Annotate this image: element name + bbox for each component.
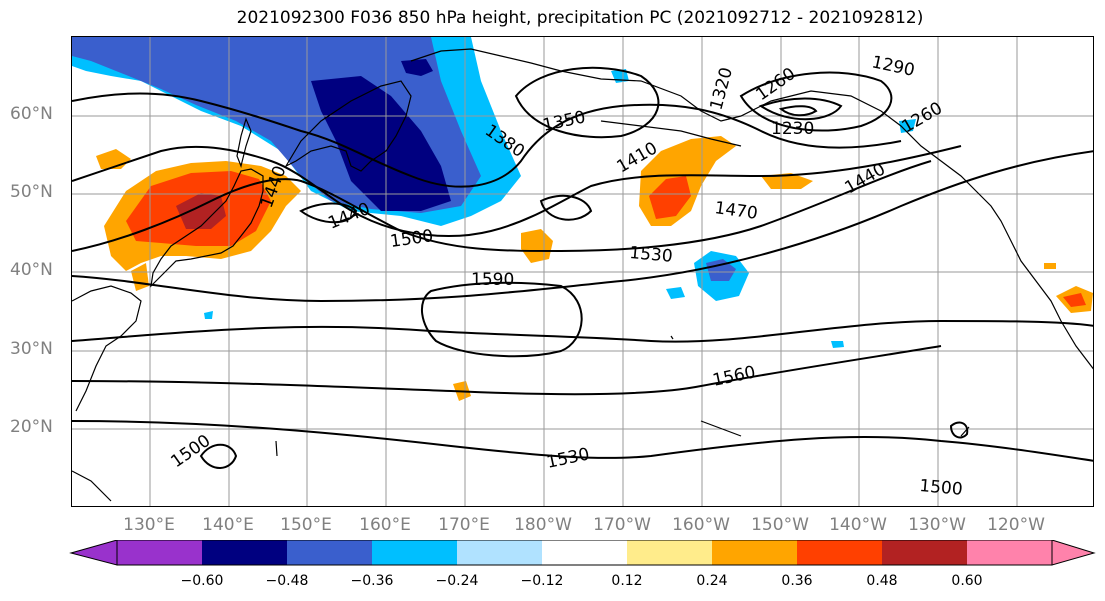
contour-label: 1530	[629, 243, 674, 267]
contour-label: 1590	[471, 270, 514, 290]
positive-precip-shading	[96, 136, 1093, 401]
contour-label: 1260	[899, 98, 946, 137]
contour-label: 1290	[870, 52, 916, 81]
lat-label-20n: 20°N	[10, 417, 53, 437]
contour-label: 1500	[167, 431, 214, 472]
contour-label: 1470	[713, 198, 759, 224]
lon-label-140w: 140°W	[829, 515, 887, 535]
map-title: 2021092300 F036 850 hPa height, precipit…	[236, 8, 924, 28]
contour-label: 1500	[919, 476, 964, 500]
map-canvas: 1590 1560 1530 1530 1500 1500 1500 1470 …	[72, 37, 1093, 506]
contour-label: 1440	[842, 159, 889, 198]
coastlines	[72, 48, 1093, 502]
colorbar-segment	[967, 540, 1052, 565]
lon-label-120w: 120°W	[987, 515, 1045, 535]
colorbar-tick: −0.60	[180, 573, 224, 589]
contour-label: 1350	[541, 107, 587, 136]
lon-label-130w: 130°W	[908, 515, 966, 535]
lon-label-170e: 170°E	[438, 515, 490, 535]
colorbar-tick: 0.60	[951, 573, 983, 589]
lon-label-170w: 170°W	[593, 515, 651, 535]
lat-label-40n: 40°N	[10, 260, 53, 280]
colorbar-segment	[69, 540, 118, 566]
colorbar-segment	[287, 540, 372, 565]
colorbar-tick: 0.36	[781, 573, 813, 589]
lat-label-50n: 50°N	[10, 182, 53, 202]
map-panel: 1590 1560 1530 1530 1500 1500 1500 1470 …	[71, 36, 1094, 507]
colorbar-segment	[882, 540, 967, 565]
lon-label-130e: 130°E	[123, 515, 175, 535]
colorbar-tick: 0.48	[866, 573, 898, 589]
colorbar	[69, 540, 1096, 566]
lat-label-60n: 60°N	[10, 104, 53, 124]
colorbar-tick: 0.12	[611, 573, 643, 589]
contour-label: 1560	[711, 362, 757, 391]
colorbar-segment	[372, 540, 457, 565]
colorbar-segment	[542, 540, 627, 565]
lon-label-160w: 160°W	[672, 515, 730, 535]
colorbar-tick: −0.48	[265, 573, 309, 589]
colorbar-tick: −0.24	[435, 573, 479, 589]
colorbar-segment	[712, 540, 797, 565]
contour-label: 1230	[771, 119, 814, 139]
lon-label-160e: 160°E	[359, 515, 411, 535]
contour-label: 1530	[545, 444, 591, 473]
negative-precip-shading	[72, 37, 916, 348]
lon-label-140e: 140°E	[202, 515, 254, 535]
colorbar-tick: −0.36	[350, 573, 394, 589]
colorbar-segment	[457, 540, 542, 565]
colorbar-segment	[202, 540, 287, 565]
lon-label-150e: 150°E	[280, 515, 332, 535]
colorbar-segment	[117, 540, 202, 565]
lat-label-30n: 30°N	[10, 339, 53, 359]
lon-label-150w: 150°W	[751, 515, 809, 535]
colorbar-segment	[627, 540, 712, 565]
colorbar-segment	[1051, 540, 1096, 566]
contour-label: 1320	[707, 65, 738, 112]
lon-label-180w: 180°W	[514, 515, 572, 535]
height-contours	[72, 66, 1093, 469]
colorbar-tick: −0.12	[520, 573, 564, 589]
colorbar-segment	[797, 540, 882, 565]
colorbar-tick: 0.24	[696, 573, 728, 589]
